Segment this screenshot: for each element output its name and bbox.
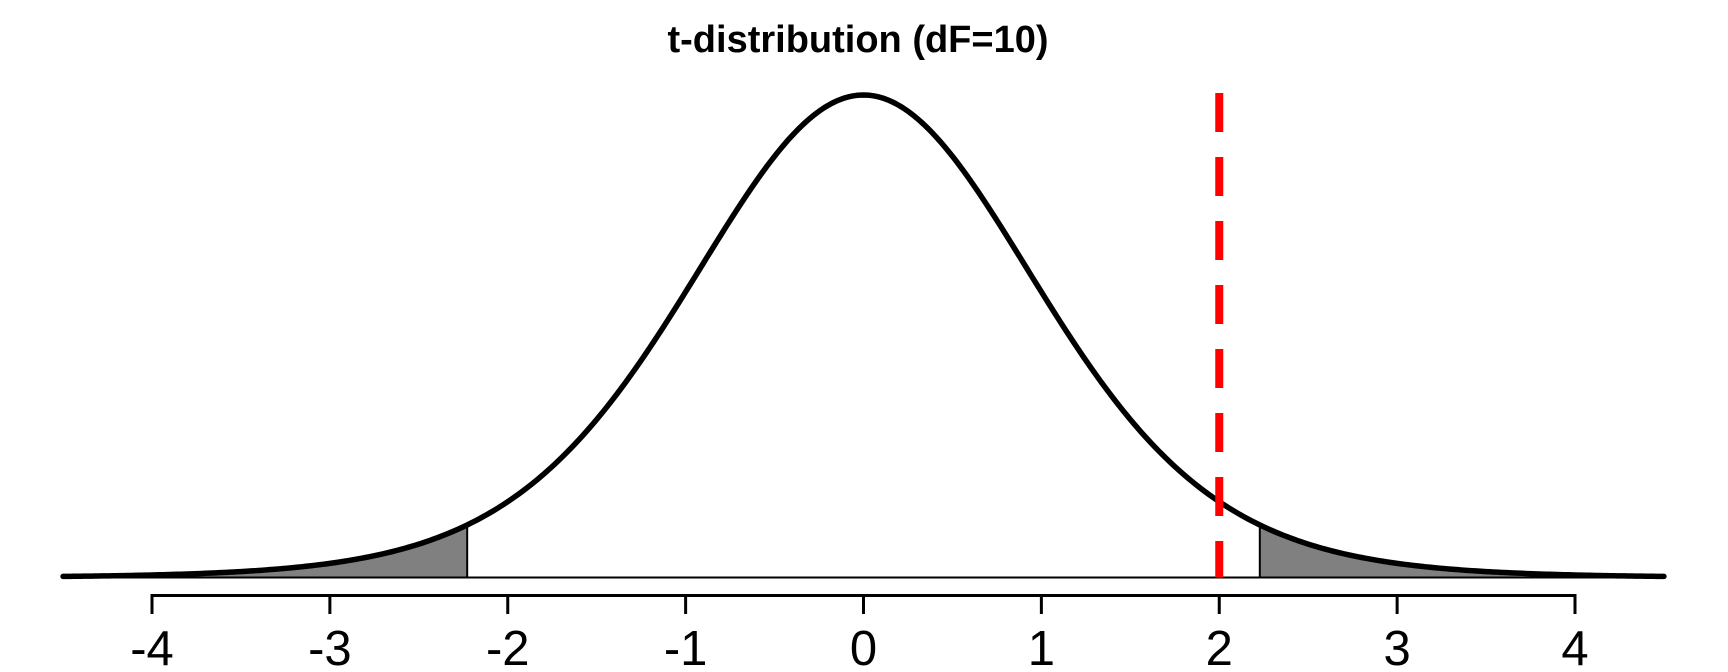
x-tick-label: -1 [664, 622, 708, 672]
x-tick-label: 1 [1028, 622, 1055, 672]
x-tick-label: 3 [1383, 622, 1410, 672]
x-tick-label: 0 [850, 622, 877, 672]
density-curve [60, 92, 1667, 580]
x-tick-label: -4 [130, 622, 174, 672]
x-tick-label: 2 [1206, 622, 1233, 672]
x-axis-tick-labels: -4 -3 -2 -1 0 1 2 3 4 [130, 622, 1588, 672]
chart-title: t-distribution (dF=10) [667, 19, 1048, 61]
x-tick-label: 4 [1561, 622, 1588, 672]
x-tick-label: -3 [308, 622, 352, 672]
x-tick-label: -2 [486, 622, 530, 672]
x-axis-ticks [150, 594, 1577, 614]
